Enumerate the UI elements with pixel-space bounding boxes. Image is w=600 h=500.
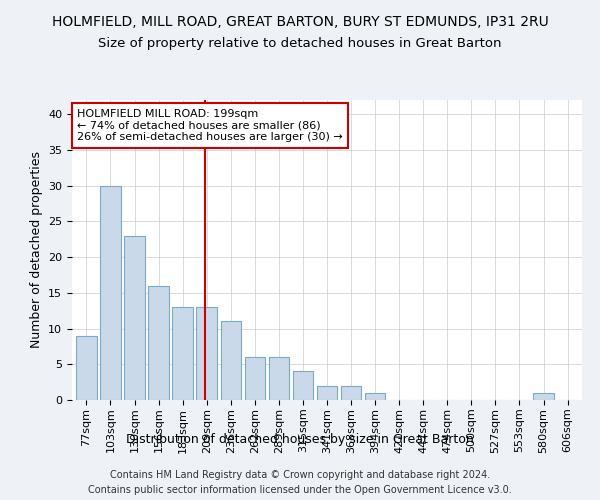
Bar <box>245 357 265 400</box>
Bar <box>148 286 169 400</box>
Bar <box>269 357 289 400</box>
Bar <box>221 322 241 400</box>
Bar <box>533 393 554 400</box>
Bar <box>76 336 97 400</box>
Bar <box>341 386 361 400</box>
Text: Contains HM Land Registry data © Crown copyright and database right 2024.: Contains HM Land Registry data © Crown c… <box>110 470 490 480</box>
Text: Size of property relative to detached houses in Great Barton: Size of property relative to detached ho… <box>98 38 502 51</box>
Bar <box>124 236 145 400</box>
Bar <box>172 307 193 400</box>
Bar <box>317 386 337 400</box>
Text: HOLMFIELD, MILL ROAD, GREAT BARTON, BURY ST EDMUNDS, IP31 2RU: HOLMFIELD, MILL ROAD, GREAT BARTON, BURY… <box>52 15 548 29</box>
Text: HOLMFIELD MILL ROAD: 199sqm
← 74% of detached houses are smaller (86)
26% of sem: HOLMFIELD MILL ROAD: 199sqm ← 74% of det… <box>77 109 343 142</box>
Bar <box>100 186 121 400</box>
Text: Distribution of detached houses by size in Great Barton: Distribution of detached houses by size … <box>126 432 474 446</box>
Bar <box>365 393 385 400</box>
Y-axis label: Number of detached properties: Number of detached properties <box>29 152 43 348</box>
Bar <box>293 372 313 400</box>
Bar <box>196 307 217 400</box>
Text: Contains public sector information licensed under the Open Government Licence v3: Contains public sector information licen… <box>88 485 512 495</box>
